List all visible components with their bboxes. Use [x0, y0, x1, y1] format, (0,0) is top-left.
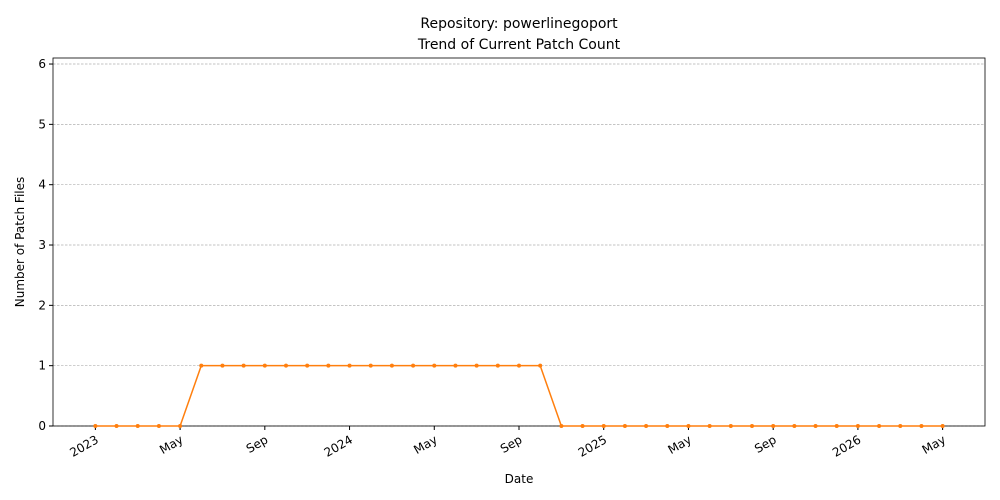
data-point	[284, 363, 288, 368]
x-tick-label: 2026	[830, 432, 863, 459]
y-tick-label: 6	[38, 57, 46, 71]
data-point	[156, 424, 161, 428]
x-tick-label: 2023	[67, 432, 100, 459]
data-point	[495, 363, 500, 368]
data-point	[940, 424, 945, 428]
data-point	[432, 363, 437, 368]
chart-title: Repository: powerlinegoport	[420, 16, 618, 32]
data-point	[368, 363, 373, 368]
y-axis-label: Number of Patch Files	[13, 177, 27, 308]
data-point	[241, 363, 246, 368]
data-point	[644, 424, 649, 428]
data-point	[728, 424, 733, 428]
x-tick-label: May	[411, 432, 439, 457]
data-point	[707, 424, 712, 428]
data-point	[474, 363, 479, 368]
chart-subtitle: Trend of Current Patch Count	[417, 37, 621, 53]
data-point	[262, 363, 267, 368]
y-tick-label: 0	[38, 419, 46, 433]
data-point	[199, 363, 204, 368]
data-line	[95, 364, 943, 427]
x-tick-label: Sep	[752, 432, 779, 455]
data-point	[135, 424, 140, 428]
data-point	[389, 363, 394, 368]
x-tick-label: Sep	[244, 432, 271, 455]
data-point	[580, 424, 585, 428]
x-tick-label: 2025	[576, 432, 609, 459]
data-point	[813, 424, 818, 428]
plot-frame	[52, 57, 986, 427]
data-point	[834, 424, 839, 428]
y-tick-label: 2	[38, 298, 46, 312]
data-point	[665, 424, 670, 428]
y-tick-label: 3	[38, 238, 46, 252]
y-tick-label: 4	[38, 178, 46, 192]
data-point	[114, 424, 119, 428]
data-point	[220, 363, 225, 368]
data-point	[855, 424, 860, 428]
y-tick-label: 1	[38, 359, 46, 373]
data-point	[326, 363, 331, 368]
data-point	[347, 363, 352, 368]
data-point	[305, 363, 310, 368]
data-point	[898, 424, 903, 428]
data-point	[559, 424, 564, 428]
x-tick-label: 2024	[322, 432, 355, 459]
data-point	[93, 424, 98, 428]
data-point	[601, 424, 606, 428]
data-point	[750, 424, 754, 428]
x-tick-label: May	[157, 432, 185, 457]
data-point	[411, 363, 416, 368]
data-point	[538, 363, 543, 368]
y-tick-label: 5	[38, 117, 46, 131]
x-axis-label: Date	[505, 472, 534, 486]
x-tick-label: Sep	[498, 432, 525, 455]
data-point	[517, 363, 521, 368]
data-point	[771, 424, 776, 428]
data-point	[792, 424, 797, 428]
x-tick-label: May	[920, 432, 948, 457]
data-point	[686, 424, 691, 428]
data-point	[178, 424, 183, 428]
data-point	[877, 424, 882, 428]
data-point	[919, 424, 924, 428]
x-tick-label: May	[665, 432, 693, 457]
data-point	[453, 363, 458, 368]
data-point	[622, 424, 627, 428]
